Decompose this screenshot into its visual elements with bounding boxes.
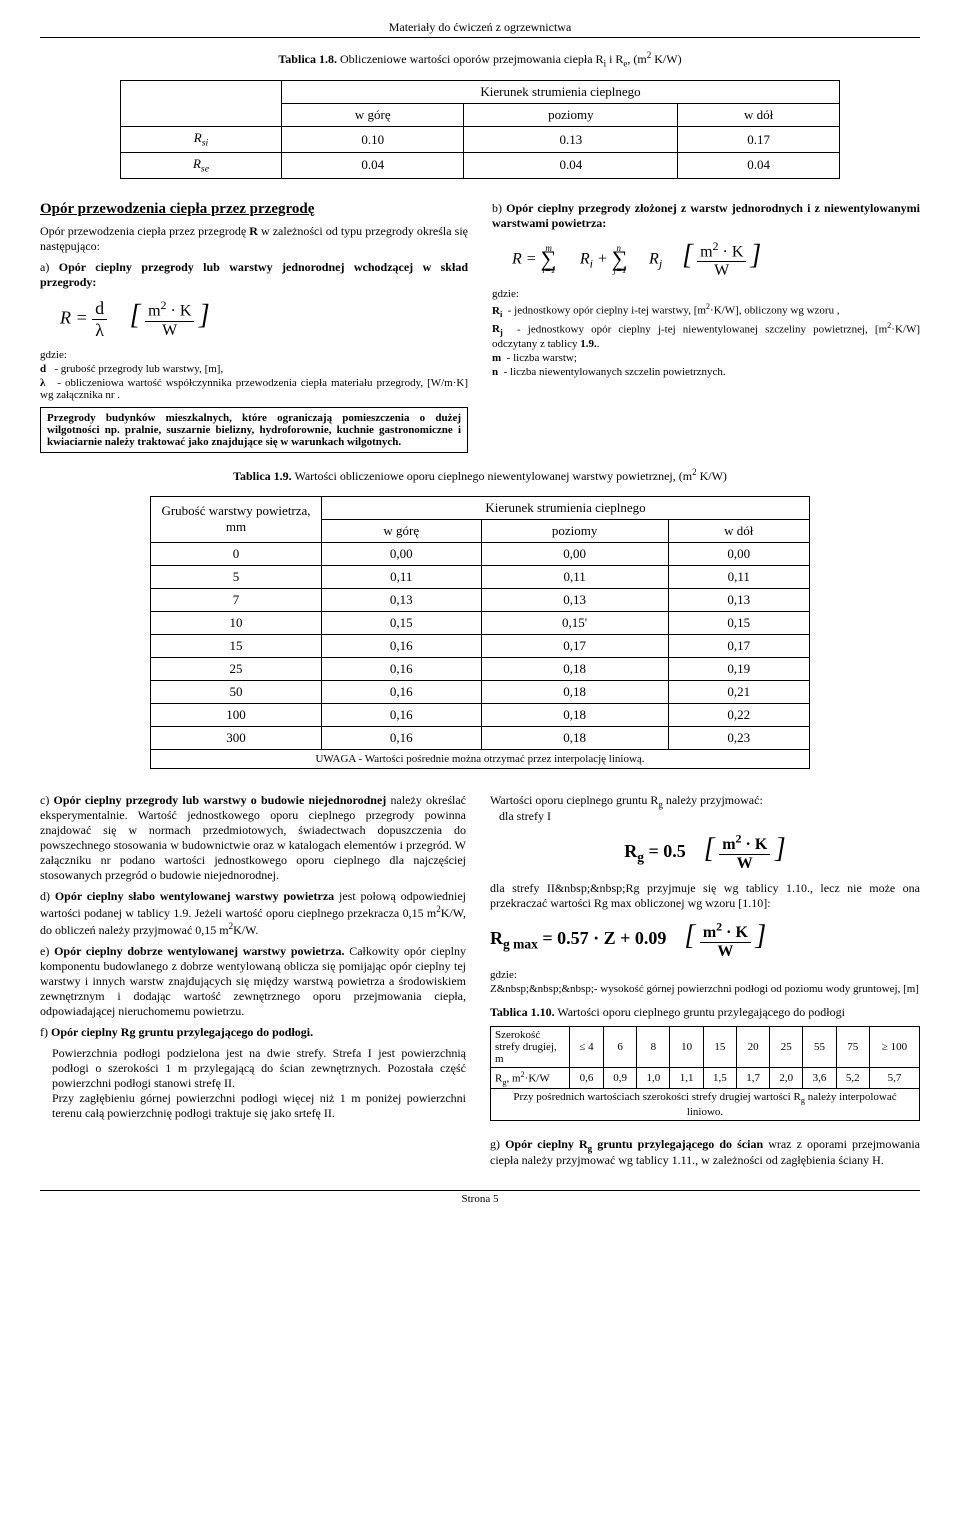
section-title: Opór przewodzenia ciepła przez przegrodę [40,201,468,218]
caption-1-8: Tablica 1.8. Obliczeniowe wartości oporó… [40,50,920,68]
caption-1-8-text: Obliczeniowe wartości oporów przejmowani… [340,52,682,66]
t18-col-2: w dół [678,104,840,127]
page-footer: Strona 5 [40,1190,920,1205]
caption-1-9: Tablica 1.9. Wartości obliczeniowe oporu… [40,467,920,484]
table-row: 100,150,15'0,15 [151,611,810,634]
rg-intro: Wartości oporu cieplnego gruntu Rg należ… [490,793,920,824]
table-1-10: Szerokość strefy drugiej, m ≤ 4 6 8 10 1… [490,1026,920,1121]
formula-rgmax: Rg max = 0.57 · Z + 0.09 [ m2 · KW ] [490,919,920,960]
table-row: 500,160,180,21 [151,680,810,703]
strefa-2-text: dla strefy II&nbsp;&nbsp;Rg przyjmuje si… [490,881,920,911]
t18-col-0: w górę [282,104,464,127]
table-1-9: Grubość warstwy powietrza, mm Kierunek s… [150,496,810,769]
item-b: b) Opór cieplny przegrody złożonej z war… [492,201,920,231]
table-1-8: Kierunek strumienia cieplnego w górę poz… [120,80,840,178]
item-c: c) Opór cieplny przegrody lub warstwy o … [40,793,466,883]
item-e: e) Opór cieplny dobrze wentylowanej wars… [40,944,466,1019]
formula-r-d-lambda: R = dλ [ m2 · KW ] [60,298,468,341]
caption-1-10: Tablica 1.10. Wartości oporu cieplnego g… [490,1005,920,1020]
item-d: d) Opór cieplny słabo wentylowanej warst… [40,889,466,938]
t19-note: UWAGA - Wartości pośrednie można otrzyma… [151,749,810,768]
item-f-body: Powierzchnia podłogi podzielona jest na … [52,1046,466,1121]
left-column: Opór przewodzenia ciepła przez przegrodę… [40,195,468,453]
intro: Opór przewodzenia ciepła przez przegrodę… [40,224,468,254]
lower-right-column: Wartości oporu cieplnego gruntu Rg należ… [490,787,920,1174]
table-row: 70,130,130,13 [151,588,810,611]
formula-rg-05: Rg = 0.5 [ m2 · KW ] [490,832,920,873]
defs-right: gdzie: Ri - jednostkowy opór cieplny i-t… [492,288,920,378]
right-column: b) Opór cieplny przegrody złożonej z war… [492,195,920,453]
caption-1-9-text: Wartości obliczeniowe oporu cieplnego ni… [294,469,726,483]
defs-left: gdzie: d - grubość przegrody lub warstwy… [40,349,468,401]
t18-col-1: poziomy [464,104,678,127]
item-f-title: f) Opór cieplny Rg gruntu przylegającego… [40,1025,466,1040]
caption-1-8-label: Tablica 1.8. [278,52,337,66]
lower-left-column: c) Opór cieplny przegrody lub warstwy o … [40,787,466,1174]
caption-1-9-label: Tablica 1.9. [233,469,292,483]
table-row: 1000,160,180,22 [151,703,810,726]
table-row: Rsi 0.10 0.13 0.17 [121,127,840,153]
item-g: g) Opór cieplny Rg gruntu przylegającego… [490,1137,920,1168]
table-row: 00,000,000,00 [151,542,810,565]
table-row: 3000,160,180,23 [151,726,810,749]
item-a: a) Opór cieplny przegrody lub warstwy je… [40,260,468,290]
boxed-note: Przegrody budynków mieszkalnych, które o… [40,407,468,453]
header: Materiały do ćwiczeń z ogrzewnictwa [40,20,920,38]
formula-r-sum: R = ∑i=1m Ri + ∑j=1n Rj [ m2 · KW ] [512,239,920,280]
t18-header-span: Kierunek strumienia cieplnego [282,81,840,104]
table-row: 50,110,110,11 [151,565,810,588]
table-row: 150,160,170,17 [151,634,810,657]
table-row: Rse 0.04 0.04 0.04 [121,152,840,178]
table-row: 250,160,180,19 [151,657,810,680]
